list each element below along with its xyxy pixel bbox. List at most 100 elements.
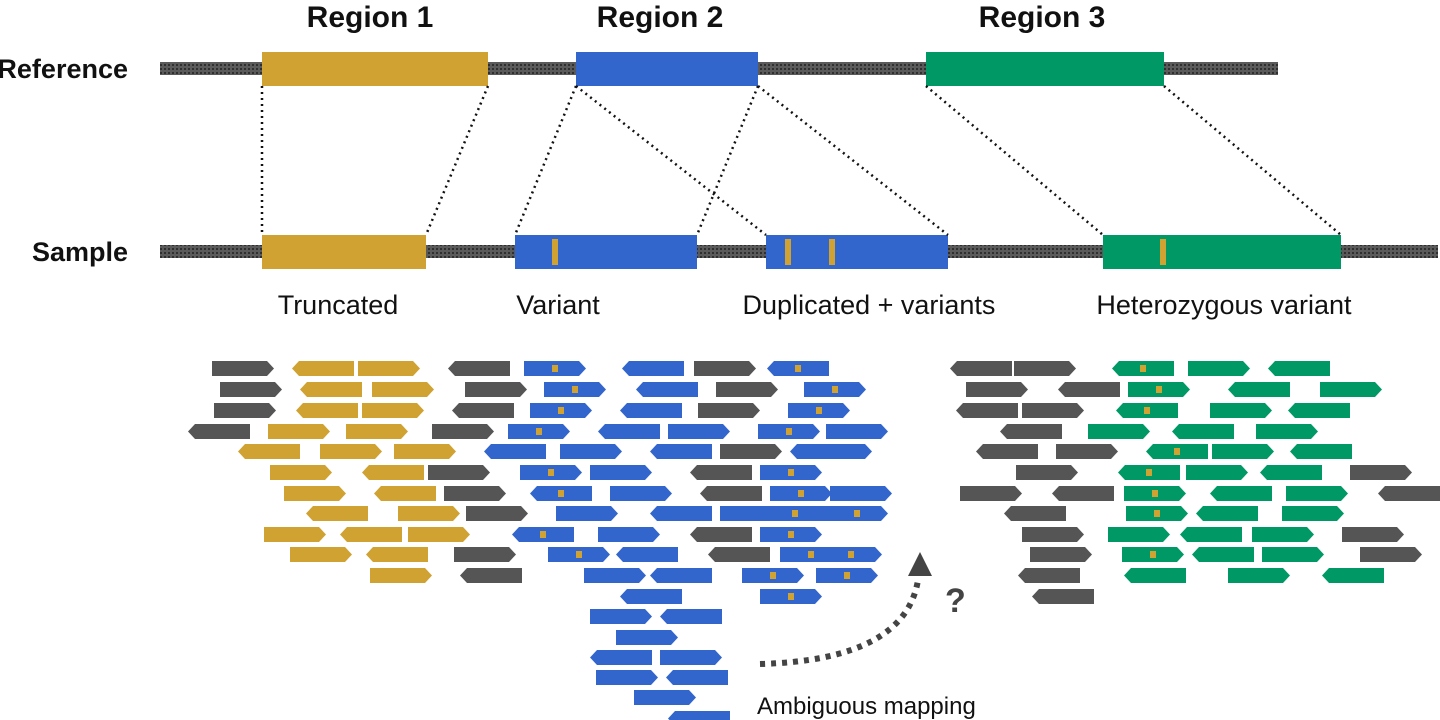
sample-region-2-duplicate — [766, 235, 948, 269]
read-variant-mark — [572, 386, 578, 393]
sequencing-read — [660, 650, 722, 665]
sequencing-read — [454, 547, 516, 562]
sequencing-read — [1188, 361, 1250, 376]
sequencing-read — [1288, 403, 1350, 418]
read-variant-mark — [848, 551, 854, 558]
sequencing-read — [346, 424, 408, 439]
sequencing-read — [292, 361, 354, 376]
sequencing-read — [362, 403, 424, 418]
sequencing-read — [698, 403, 760, 418]
sequencing-reads — [188, 361, 1440, 720]
read-variant-mark — [788, 531, 794, 538]
sequencing-read — [374, 486, 436, 501]
sequencing-read — [1210, 486, 1272, 501]
sequencing-read — [1180, 527, 1242, 542]
read-variant-mark — [832, 386, 838, 393]
sequencing-read — [1360, 547, 1422, 562]
sequencing-read — [398, 506, 460, 521]
read-variant-mark — [816, 407, 822, 414]
sequencing-read — [1260, 465, 1322, 480]
sequencing-read — [362, 465, 424, 480]
read-variant-mark — [788, 593, 794, 600]
read-variant-mark — [540, 531, 546, 538]
sequencing-read — [1228, 568, 1290, 583]
sequencing-read — [1172, 424, 1234, 439]
sequencing-read — [590, 465, 652, 480]
sequencing-read — [1282, 506, 1344, 521]
sequencing-read — [1030, 547, 1092, 562]
read-variant-mark — [788, 469, 794, 476]
read-variant-mark — [798, 490, 804, 497]
region-1-header: Region 1 — [307, 1, 434, 34]
sequencing-read — [290, 547, 352, 562]
sequencing-read — [1322, 568, 1384, 583]
sequencing-read — [432, 424, 494, 439]
sequencing-read — [1108, 527, 1170, 542]
sequencing-read — [960, 486, 1022, 501]
sequencing-read — [284, 486, 346, 501]
sequencing-read — [720, 444, 782, 459]
sequencing-read — [428, 465, 490, 480]
sequencing-read — [650, 444, 712, 459]
mapping-line — [695, 85, 760, 236]
read-variant-mark — [844, 572, 850, 579]
sequencing-read — [484, 444, 546, 459]
read-variant-mark — [548, 469, 554, 476]
sequencing-read — [1290, 444, 1352, 459]
sequencing-read — [1124, 568, 1186, 583]
sample-row-label: Sample — [32, 237, 128, 267]
sequencing-read — [1350, 465, 1412, 480]
sequencing-read — [590, 650, 652, 665]
sequencing-read — [444, 486, 506, 501]
sequencing-read — [264, 527, 326, 542]
reference-region-3 — [926, 52, 1164, 86]
sequencing-read — [596, 670, 658, 685]
read-variant-mark — [792, 510, 798, 517]
sequencing-read — [1088, 424, 1150, 439]
sequencing-read — [1186, 465, 1248, 480]
read-variant-mark — [1156, 386, 1162, 393]
sequencing-read — [296, 403, 358, 418]
sequencing-read — [690, 465, 752, 480]
sequencing-read — [320, 444, 382, 459]
sequencing-read — [708, 547, 770, 562]
sequencing-read — [1004, 506, 1066, 521]
sequencing-read — [1032, 589, 1094, 604]
mapping-line — [575, 85, 767, 236]
sequencing-read — [694, 361, 756, 376]
read-variant-mark — [1154, 510, 1160, 517]
caption-variant: Variant — [516, 290, 600, 320]
sequencing-read — [976, 444, 1038, 459]
sequencing-read — [238, 444, 300, 459]
sequencing-read — [622, 361, 684, 376]
sequencing-read — [810, 444, 872, 459]
read-variant-mark — [576, 551, 582, 558]
sequencing-read — [1228, 382, 1290, 397]
ambiguous-mapping-label: Ambiguous mapping — [757, 693, 976, 720]
sequencing-read — [1014, 361, 1076, 376]
mapping-line — [757, 85, 949, 236]
sequencing-read — [188, 424, 250, 439]
sequencing-read — [340, 527, 402, 542]
sequencing-read — [1052, 486, 1114, 501]
sequencing-read — [448, 361, 510, 376]
sequencing-read — [620, 589, 682, 604]
sequencing-read — [212, 361, 274, 376]
read-variant-mark — [536, 428, 542, 435]
sequencing-read — [560, 444, 622, 459]
mapping-line — [513, 85, 578, 236]
sequencing-read — [650, 568, 712, 583]
reference-region-1 — [262, 52, 488, 86]
sequencing-read — [408, 527, 470, 542]
sequencing-read — [1262, 547, 1324, 562]
sequencing-read — [650, 506, 712, 521]
read-variant-mark — [1152, 490, 1158, 497]
sequencing-read — [394, 444, 456, 459]
sequencing-read — [830, 486, 892, 501]
mapping-line — [925, 85, 1104, 236]
sequencing-read — [636, 382, 698, 397]
sequencing-read — [966, 382, 1028, 397]
read-variant-mark — [1150, 551, 1156, 558]
region-3-header: Region 3 — [979, 1, 1106, 34]
